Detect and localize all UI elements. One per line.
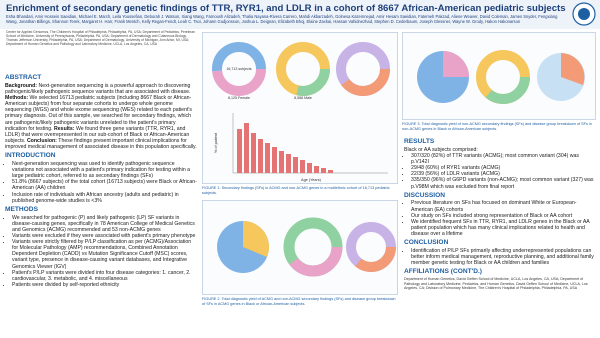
bullet: 22/39 (56%) of LDLR variants (ACMG) xyxy=(411,171,596,177)
bullet: 335/350 (96%) of G6PD variants (non-ACMG… xyxy=(411,177,596,189)
figure-label: % of patient xyxy=(214,132,218,153)
bullet: Previous literature on SFs has focused o… xyxy=(411,200,596,212)
figure-label: Age (Years) xyxy=(301,178,322,182)
figure-3 xyxy=(402,32,596,120)
abstract-label: Results: xyxy=(54,125,75,132)
figure-2-caption: FIGURE 2. Total diagnostic yield of ACMG… xyxy=(202,297,396,306)
bullet: Our study on SFs included strong represe… xyxy=(411,213,596,219)
section-heading: METHODS xyxy=(5,205,38,213)
abstract-body: We found three gene variants (TTR, RYR1,… xyxy=(5,125,190,144)
abstract-body: These findings present important clinica… xyxy=(5,137,197,151)
abstract-text: Background: Next-generation sequencing i… xyxy=(5,83,198,150)
affiliations: Center for Applied Genomics, The Childre… xyxy=(6,30,195,47)
header-band xyxy=(0,0,600,29)
abstract-body: We selected 16713 pediatric subjects (in… xyxy=(5,95,192,132)
bullet: 51.8% (8667 subjects) of the total cohor… xyxy=(12,179,198,191)
figure-1: 16,713 subjects 8,125 Female 8,588 Male Age… xyxy=(202,32,398,184)
bullet: 29/48 (60%) of RYR1 variants (ACMG) xyxy=(411,165,596,171)
abstract-label: Conclusion: xyxy=(26,137,57,144)
bullet: We identified frequent SFs in TTR, RYR1,… xyxy=(411,219,596,237)
abstract-body: Next-generation sequencing is a powerful… xyxy=(5,82,191,95)
bullet: Inclusion rate of individuals with Afric… xyxy=(12,192,198,204)
bullet-list: Next-generation sequencing was used to i… xyxy=(5,161,198,204)
figure-1-caption: FIGURE 1. Secondary findings (SFs) in AC… xyxy=(202,186,390,195)
bullet: 307/320 (82%) of TTR variants (ACMG); mo… xyxy=(411,153,596,165)
poster-title: Enrichment of secondary genetic findings… xyxy=(6,3,566,14)
figure-label: 8,588 Male xyxy=(294,96,312,100)
bullet: Patient's P/LP variants were divided int… xyxy=(12,270,198,282)
section-lead: Black or AA subjects comprised: xyxy=(404,146,478,153)
bullet: We searched for pathogenic (P) and likel… xyxy=(12,215,198,233)
section-heading: CONCLUSION xyxy=(404,239,449,247)
abstract-label: Methods: xyxy=(5,95,29,102)
figure-label: 16,713 subjects xyxy=(226,67,251,71)
left-column: ABSTRACT Background: Next-generation sequ… xyxy=(5,72,198,288)
section-heading: ABSTRACT xyxy=(5,74,42,81)
bullet: Variants were strictly filtered by P/LP … xyxy=(12,239,198,270)
section-heading: INTRODUCTION xyxy=(5,152,56,160)
bullet: Patients were divided by self-reported e… xyxy=(12,282,198,288)
bullet: Next-generation sequencing was used to i… xyxy=(12,161,198,179)
authors: Esha Bhandari, Amir Hossein Saeidian, Mi… xyxy=(6,14,558,25)
affiliations-text: Department of Human Genetics, David Geff… xyxy=(404,277,588,291)
section-heading: DISCUSSION xyxy=(404,191,446,199)
bullet-list: Previous literature on SFs has focused o… xyxy=(404,200,596,237)
figure-2-graphic xyxy=(217,217,396,277)
abstract-label: Background: xyxy=(5,82,37,89)
section-heading: AFFILIATIONS (CONT'D.) xyxy=(404,268,482,276)
figure-3-graphic xyxy=(417,50,585,104)
figure-label: 8,125 Female xyxy=(228,96,250,100)
bullet-list: Identification of P/LP SFs primarily aff… xyxy=(404,248,596,266)
figure-1-graphic: 16,713 subjects 8,125 Female 8,588 Male Age… xyxy=(212,42,390,182)
bullet: Variants were excluded if they were asso… xyxy=(12,233,198,239)
bullet-list: We searched for pathogenic (P) and likel… xyxy=(5,215,198,289)
figure-3-caption: FIGURE 3. Total diagnostic yield of non-… xyxy=(402,122,592,131)
figure-2 xyxy=(202,200,398,295)
logo xyxy=(572,2,596,26)
bullet: Identification of P/LP SFs primarily aff… xyxy=(411,248,596,266)
bullet-list: 307/320 (82%) of TTR variants (ACMG); mo… xyxy=(404,153,596,190)
section-heading: RESULTS xyxy=(404,138,435,145)
